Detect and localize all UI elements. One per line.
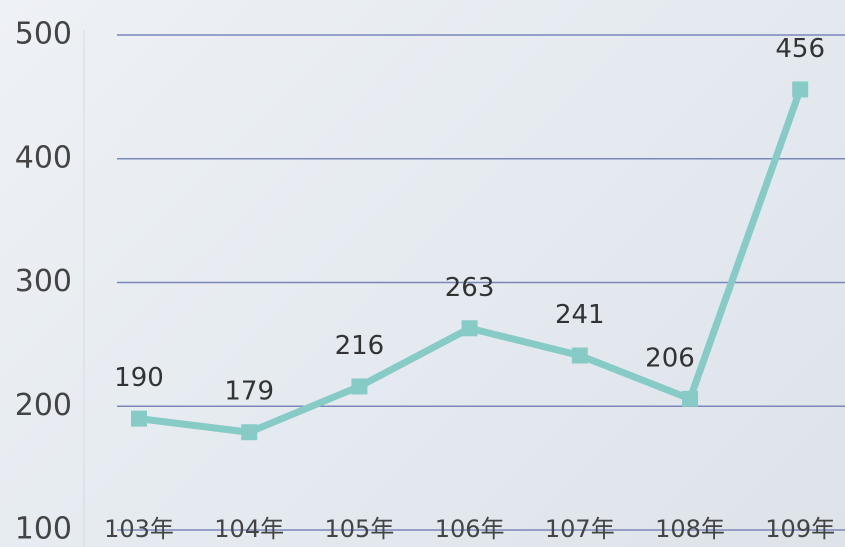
y-tick-label: 100 [15, 512, 72, 547]
data-point [462, 320, 478, 336]
page: {"chart_data": {"type": "line", "categor… [0, 0, 845, 547]
data-label: 179 [224, 377, 274, 407]
data-point [131, 411, 147, 427]
y-tick-label: 500 [15, 17, 72, 52]
data-label: 263 [445, 273, 495, 303]
data-label: 241 [555, 300, 605, 330]
chart: 100 200 300 400 500 103年 104年 105年 106年 107年 108年 1… [0, 0, 845, 547]
x-tick-label: 105年 [324, 515, 394, 543]
data-label: 216 [335, 331, 385, 361]
x-tick-label: 107年 [545, 515, 615, 543]
y-tick-label: 300 [15, 264, 72, 299]
data-point [351, 378, 367, 394]
data-point [792, 81, 808, 97]
y-tick-label: 200 [15, 388, 72, 423]
x-tick-label: 108年 [655, 515, 725, 543]
x-tick-label: 103年 [104, 515, 174, 543]
x-tick-label: 104年 [214, 515, 284, 543]
data-point [241, 424, 257, 440]
data-label: 190 [114, 363, 164, 393]
data-point [572, 348, 588, 364]
x-tick-label: 106年 [435, 515, 505, 543]
data-label: 206 [645, 343, 695, 373]
y-tick-label: 400 [15, 140, 72, 175]
data-point [682, 391, 698, 407]
data-label: 456 [775, 34, 825, 64]
x-tick-label: 109年 [765, 515, 835, 543]
